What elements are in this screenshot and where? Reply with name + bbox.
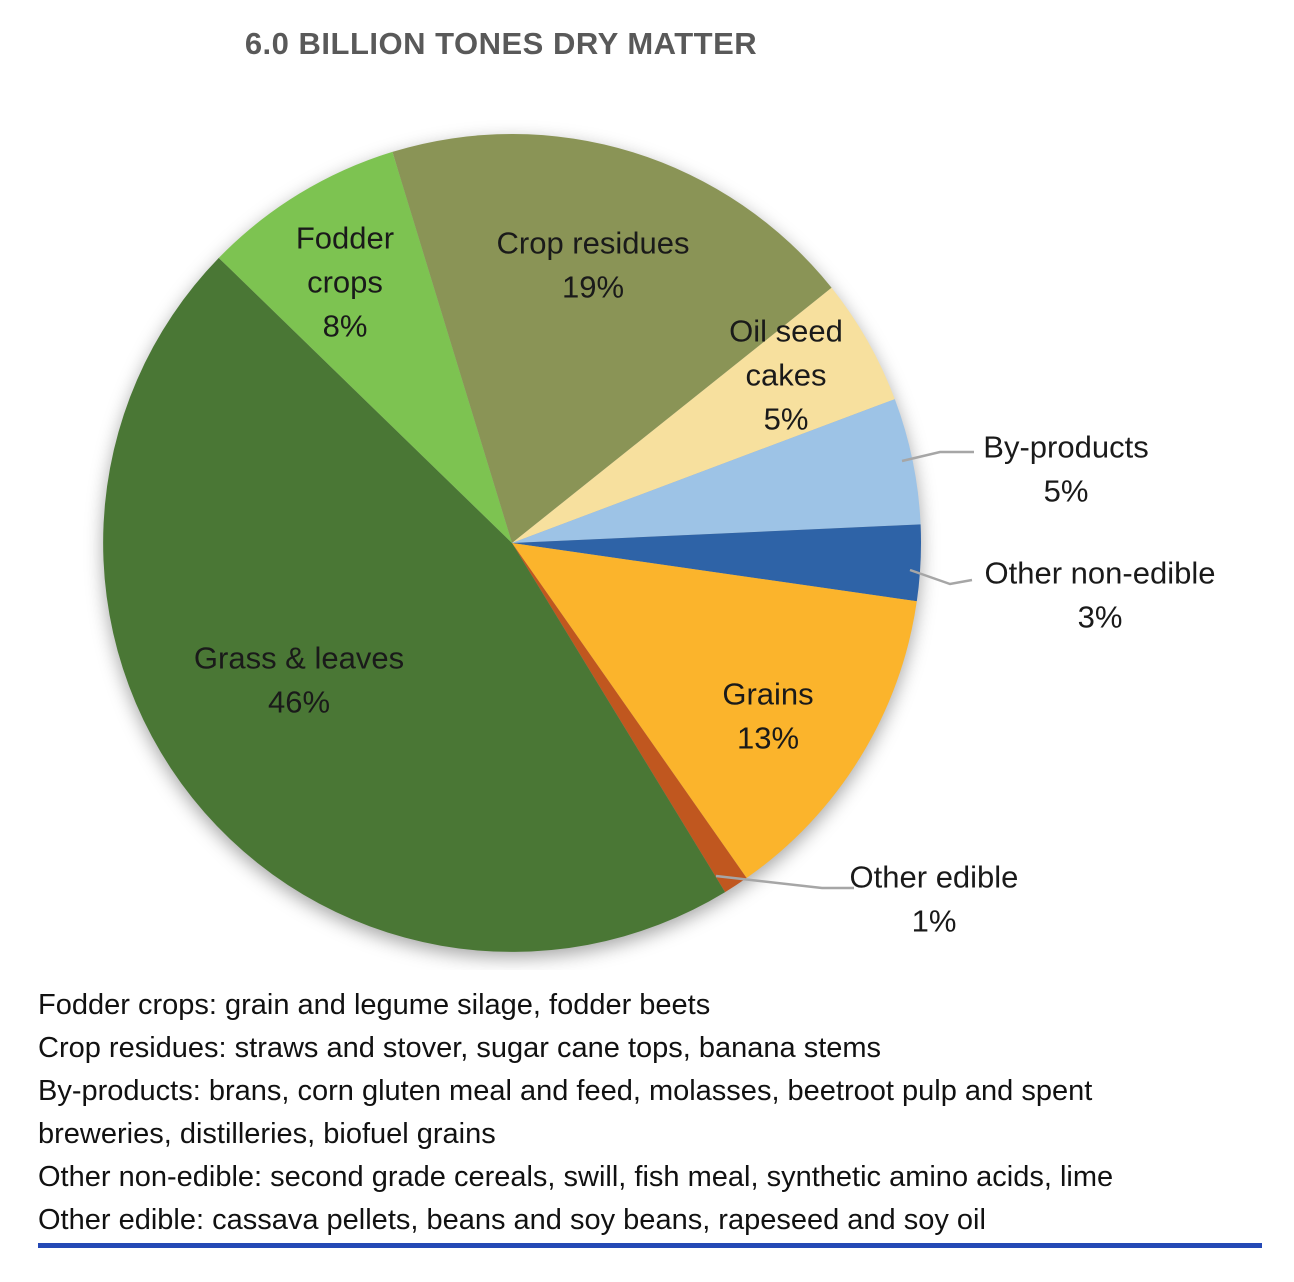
pie-slice-by-products <box>512 399 921 543</box>
slice-label-fodder-crops-line-2: 8% <box>323 309 368 344</box>
bottom-divider-rule <box>38 1243 1262 1248</box>
pie-slice-grass-leaves <box>103 257 726 952</box>
slice-label-grass-leaves-line-0: Grass & leaves <box>194 641 404 676</box>
slice-label-oil-seed-cakes-line-1: cakes <box>746 358 827 393</box>
leader-line-other-non-edible <box>909 568 973 586</box>
pie-slice-oil-seed-cakes <box>512 287 895 543</box>
slice-label-crop-residues-line-0: Crop residues <box>497 226 690 261</box>
pie-slice-other-non-edible <box>512 524 922 602</box>
pie-slice-grains <box>512 543 917 878</box>
leader-line-by-products <box>901 450 974 463</box>
leader-line-other-edible <box>715 874 854 890</box>
slice-label-fodder-crops-line-0: Fodder <box>296 221 394 256</box>
slice-label-by-products-line-0: By-products <box>983 430 1148 465</box>
footnote-line: breweries, distilleries, biofuel grains <box>38 1118 496 1150</box>
footnote-line: Other non-edible: second grade cereals, … <box>38 1161 1114 1193</box>
footnotes-block: Fodder crops: grain and legume silage, f… <box>38 984 1288 1242</box>
slice-label-grains-line-0: Grains <box>722 677 813 712</box>
slice-label-other-edible-line-0: Other edible <box>850 860 1019 895</box>
pie-slice-crop-residues <box>392 134 832 544</box>
pie-slice-fodder-crops <box>218 151 513 543</box>
slice-label-other-non-edible-line-1: 3% <box>1078 600 1123 635</box>
slice-label-other-non-edible-line-0: Other non-edible <box>985 556 1216 591</box>
footnote-line: Fodder crops: grain and legume silage, f… <box>38 989 711 1021</box>
slice-label-by-products-line-1: 5% <box>1044 474 1089 509</box>
slice-label-oil-seed-cakes-line-2: 5% <box>764 402 809 437</box>
footnote-line: Other edible: cassava pellets, beans and… <box>38 1204 986 1236</box>
slice-label-grass-leaves-line-1: 46% <box>268 685 330 720</box>
slice-label-grains-line-1: 13% <box>737 721 799 756</box>
slice-label-oil-seed-cakes-line-0: Oil seed <box>729 314 843 349</box>
footnote-line: Crop residues: straws and stover, sugar … <box>38 1032 882 1064</box>
pie-slice-other-edible <box>512 543 747 893</box>
slice-label-crop-residues-line-1: 19% <box>562 270 624 305</box>
slice-label-other-edible-line-1: 1% <box>912 904 957 939</box>
chart-title: 6.0 BILLION TONES DRY MATTER <box>244 26 758 61</box>
slice-label-fodder-crops-line-1: crops <box>307 265 383 300</box>
pie-annotations-group: Crop residues 19% Oil seed cakes 5% By-produc… <box>194 221 1216 939</box>
pie-chart-svg: Crop residues 19% Oil seed cakes 5% By-produc… <box>103 134 1216 952</box>
footnote-line: By-products: brans, corn gluten meal and… <box>38 1075 1093 1107</box>
pie-slices-group <box>103 134 922 952</box>
